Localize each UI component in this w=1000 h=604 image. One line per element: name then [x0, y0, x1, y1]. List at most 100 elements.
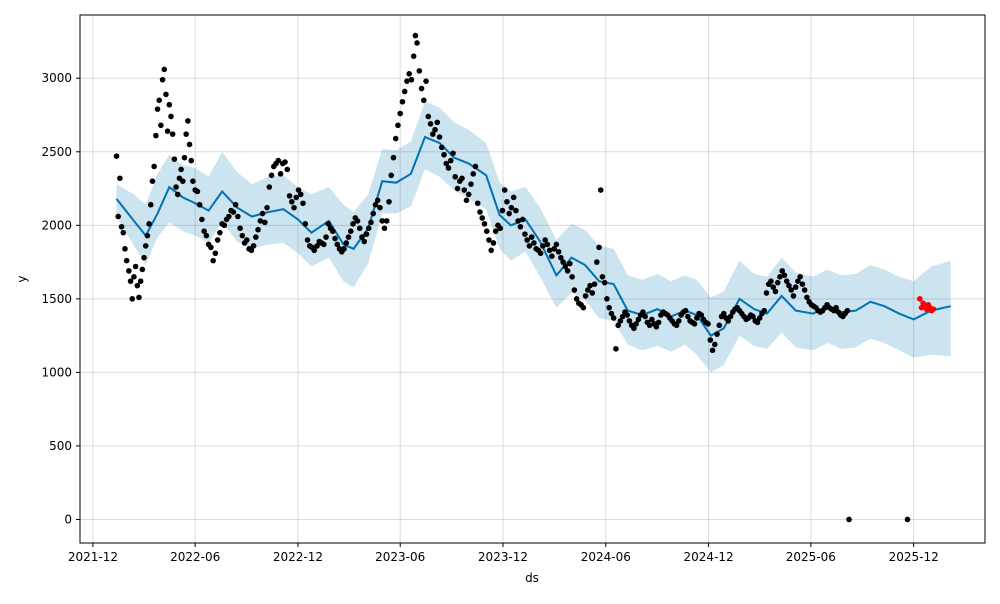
observed-point: [363, 231, 370, 237]
observed-point: [606, 304, 612, 311]
observed-point: [604, 296, 610, 302]
observed-point: [777, 273, 783, 280]
observed-point: [171, 156, 178, 162]
observed-point: [582, 293, 589, 299]
observed-point: [154, 106, 161, 112]
observed-point: [429, 131, 436, 137]
observed-point: [720, 310, 727, 317]
observed-point: [399, 98, 406, 105]
observed-point: [291, 204, 297, 211]
observed-point: [441, 151, 447, 158]
observed-point: [633, 321, 639, 327]
observed-point: [754, 319, 761, 326]
y-axis-label: y: [15, 275, 29, 282]
observed-point: [596, 244, 602, 251]
observed-point: [410, 53, 417, 59]
observed-point: [537, 250, 544, 257]
observed-point: [262, 219, 268, 226]
observed-point: [142, 243, 149, 249]
observed-point: [314, 243, 320, 249]
observed-point: [257, 218, 264, 224]
observed-point: [214, 237, 221, 243]
observed-point: [388, 172, 395, 179]
observed-point: [624, 312, 630, 318]
observed-point: [300, 200, 306, 207]
observed-point: [560, 259, 566, 265]
observed-point: [544, 241, 551, 248]
observed-point: [343, 240, 350, 246]
observed-point: [196, 201, 203, 208]
observed-point: [450, 150, 456, 157]
observed-point: [540, 243, 546, 249]
observed-point: [361, 238, 368, 245]
x-tick-label: 2023-06: [375, 550, 425, 564]
observed-point: [488, 247, 495, 254]
observed-point: [555, 248, 562, 255]
observed-point: [259, 210, 266, 217]
observed-point: [404, 78, 410, 84]
observed-point: [635, 316, 642, 323]
observed-point: [332, 235, 338, 242]
observed-point: [676, 318, 682, 324]
observed-point: [115, 213, 121, 220]
observed-point: [610, 315, 617, 321]
observed-point: [461, 187, 468, 193]
observed-point: [477, 209, 483, 215]
observed-point: [277, 171, 284, 177]
observed-point: [799, 281, 806, 287]
observed-point: [558, 254, 564, 261]
observed-point: [617, 318, 624, 324]
observed-point: [470, 171, 477, 177]
observed-point: [282, 159, 288, 165]
observed-point: [454, 185, 461, 192]
observed-point: [190, 178, 196, 184]
y-tick-label: 2000: [41, 218, 72, 232]
highlight-points: [917, 296, 937, 314]
observed-point: [569, 273, 575, 280]
observed-point: [795, 278, 801, 285]
observed-point: [136, 294, 142, 301]
observed-point: [515, 218, 521, 224]
observed-point: [201, 228, 207, 235]
observed-point: [685, 313, 691, 320]
observed-point: [786, 282, 792, 289]
observed-point: [323, 234, 329, 240]
observed-point: [504, 198, 510, 205]
observed-point: [268, 172, 275, 179]
observed-point: [288, 198, 295, 205]
y-tick-label: 3000: [41, 71, 72, 85]
observed-point: [531, 240, 537, 246]
observed-point: [345, 234, 352, 240]
observed-point: [275, 157, 282, 164]
observed-point: [311, 247, 318, 254]
observed-point: [562, 263, 569, 270]
observed-point: [447, 157, 454, 164]
observed-point: [508, 204, 515, 211]
observed-point: [286, 193, 293, 199]
observed-point: [302, 221, 309, 227]
observed-point: [774, 279, 781, 286]
observed-point: [185, 118, 191, 124]
observed-point: [571, 287, 578, 293]
observed-point: [156, 97, 163, 104]
observed-point: [365, 225, 372, 232]
observed-point: [120, 229, 127, 236]
x-tick-label: 2023-12: [478, 550, 528, 564]
observed-point: [756, 315, 763, 321]
observed-point: [792, 284, 799, 290]
observed-point: [517, 223, 524, 230]
observed-point: [573, 296, 580, 302]
observed-point: [212, 250, 219, 257]
observed-point: [297, 191, 304, 198]
observed-point: [750, 313, 756, 320]
observed-point: [186, 141, 193, 148]
observed-point: [147, 201, 154, 208]
observed-point: [390, 154, 397, 161]
observed-point: [904, 516, 911, 523]
observed-point: [347, 228, 354, 235]
observed-point: [608, 310, 615, 317]
observed-point: [420, 97, 427, 104]
observed-point: [374, 197, 381, 204]
observed-point: [763, 290, 770, 296]
observed-point: [497, 225, 503, 232]
